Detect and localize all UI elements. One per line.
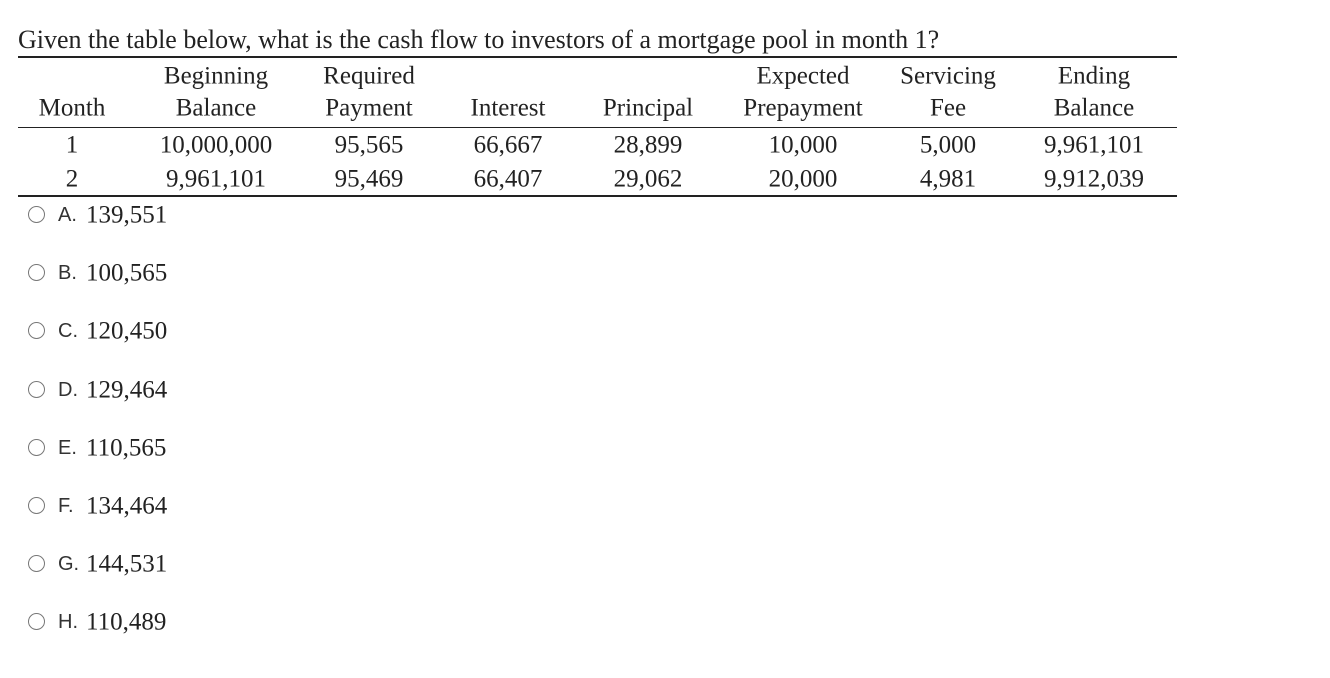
table-cell: 95,565 [334, 131, 404, 159]
table-cell: 29,062 [613, 165, 683, 193]
column-header: Interest [470, 94, 546, 122]
option-letter: H. [58, 611, 78, 634]
column-header: Required [323, 62, 415, 90]
option-text: 144,531 [86, 550, 168, 578]
option-text: 110,489 [86, 608, 167, 636]
column-header: Payment [325, 94, 413, 122]
option-letter: F. [58, 495, 74, 517]
column-header: Beginning [163, 62, 269, 90]
option-text: 100,565 [86, 259, 168, 287]
table-cell: 4,981 [919, 165, 977, 193]
radio-button[interactable] [28, 613, 45, 631]
radio-button[interactable] [28, 322, 45, 340]
table-cell: 66,667 [473, 131, 543, 159]
radio-button[interactable] [28, 438, 45, 456]
column-header: Prepayment [743, 94, 863, 122]
table-top-rule [18, 56, 1177, 58]
column-header: Balance [1053, 94, 1135, 122]
option-text: 129,464 [86, 376, 168, 404]
table-cell: 9,961,101 [1044, 131, 1144, 159]
column-header: Balance [175, 94, 257, 122]
option-text: 110,565 [86, 434, 167, 462]
table-cell: 1 [65, 131, 79, 159]
column-header: Ending [1057, 62, 1131, 90]
option-letter: B. [58, 262, 77, 285]
column-header: Expected [756, 62, 850, 90]
column-header: Month [38, 94, 106, 122]
option-letter: G. [58, 553, 80, 576]
option-letter: A. [58, 204, 77, 226]
column-header: Principal [602, 94, 694, 122]
column-header: Servicing [900, 62, 996, 90]
table-bottom-rule [18, 195, 1177, 197]
table-cell: 95,469 [334, 165, 404, 193]
table-cell: 20,000 [768, 165, 838, 193]
option-letter: C. [58, 320, 78, 343]
table-cell: 10,000 [768, 131, 838, 159]
header-rule [18, 127, 1177, 128]
table-cell: 9,912,039 [1044, 165, 1144, 193]
column-header: Fee [929, 94, 967, 122]
option-letter: D. [58, 378, 78, 401]
option-letter: E. [58, 436, 77, 459]
radio-button[interactable] [28, 380, 45, 398]
option-text: 134,464 [86, 492, 168, 520]
table-cell: 2 [65, 165, 79, 193]
radio-button[interactable] [28, 206, 45, 223]
question: Given the table below, what is the cash … [18, 25, 940, 54]
table-cell: 10,000,000 [159, 131, 273, 159]
table-cell: 66,407 [473, 165, 543, 193]
option-text: 120,450 [86, 317, 168, 345]
radio-button[interactable] [28, 264, 45, 282]
radio-button[interactable] [28, 555, 45, 573]
table-cell: 28,899 [613, 131, 683, 159]
option-text: 139,551 [86, 201, 168, 229]
table-cell: 9,961,101 [166, 165, 266, 193]
radio-button[interactable] [28, 497, 45, 514]
table-cell: 5,000 [919, 131, 977, 159]
